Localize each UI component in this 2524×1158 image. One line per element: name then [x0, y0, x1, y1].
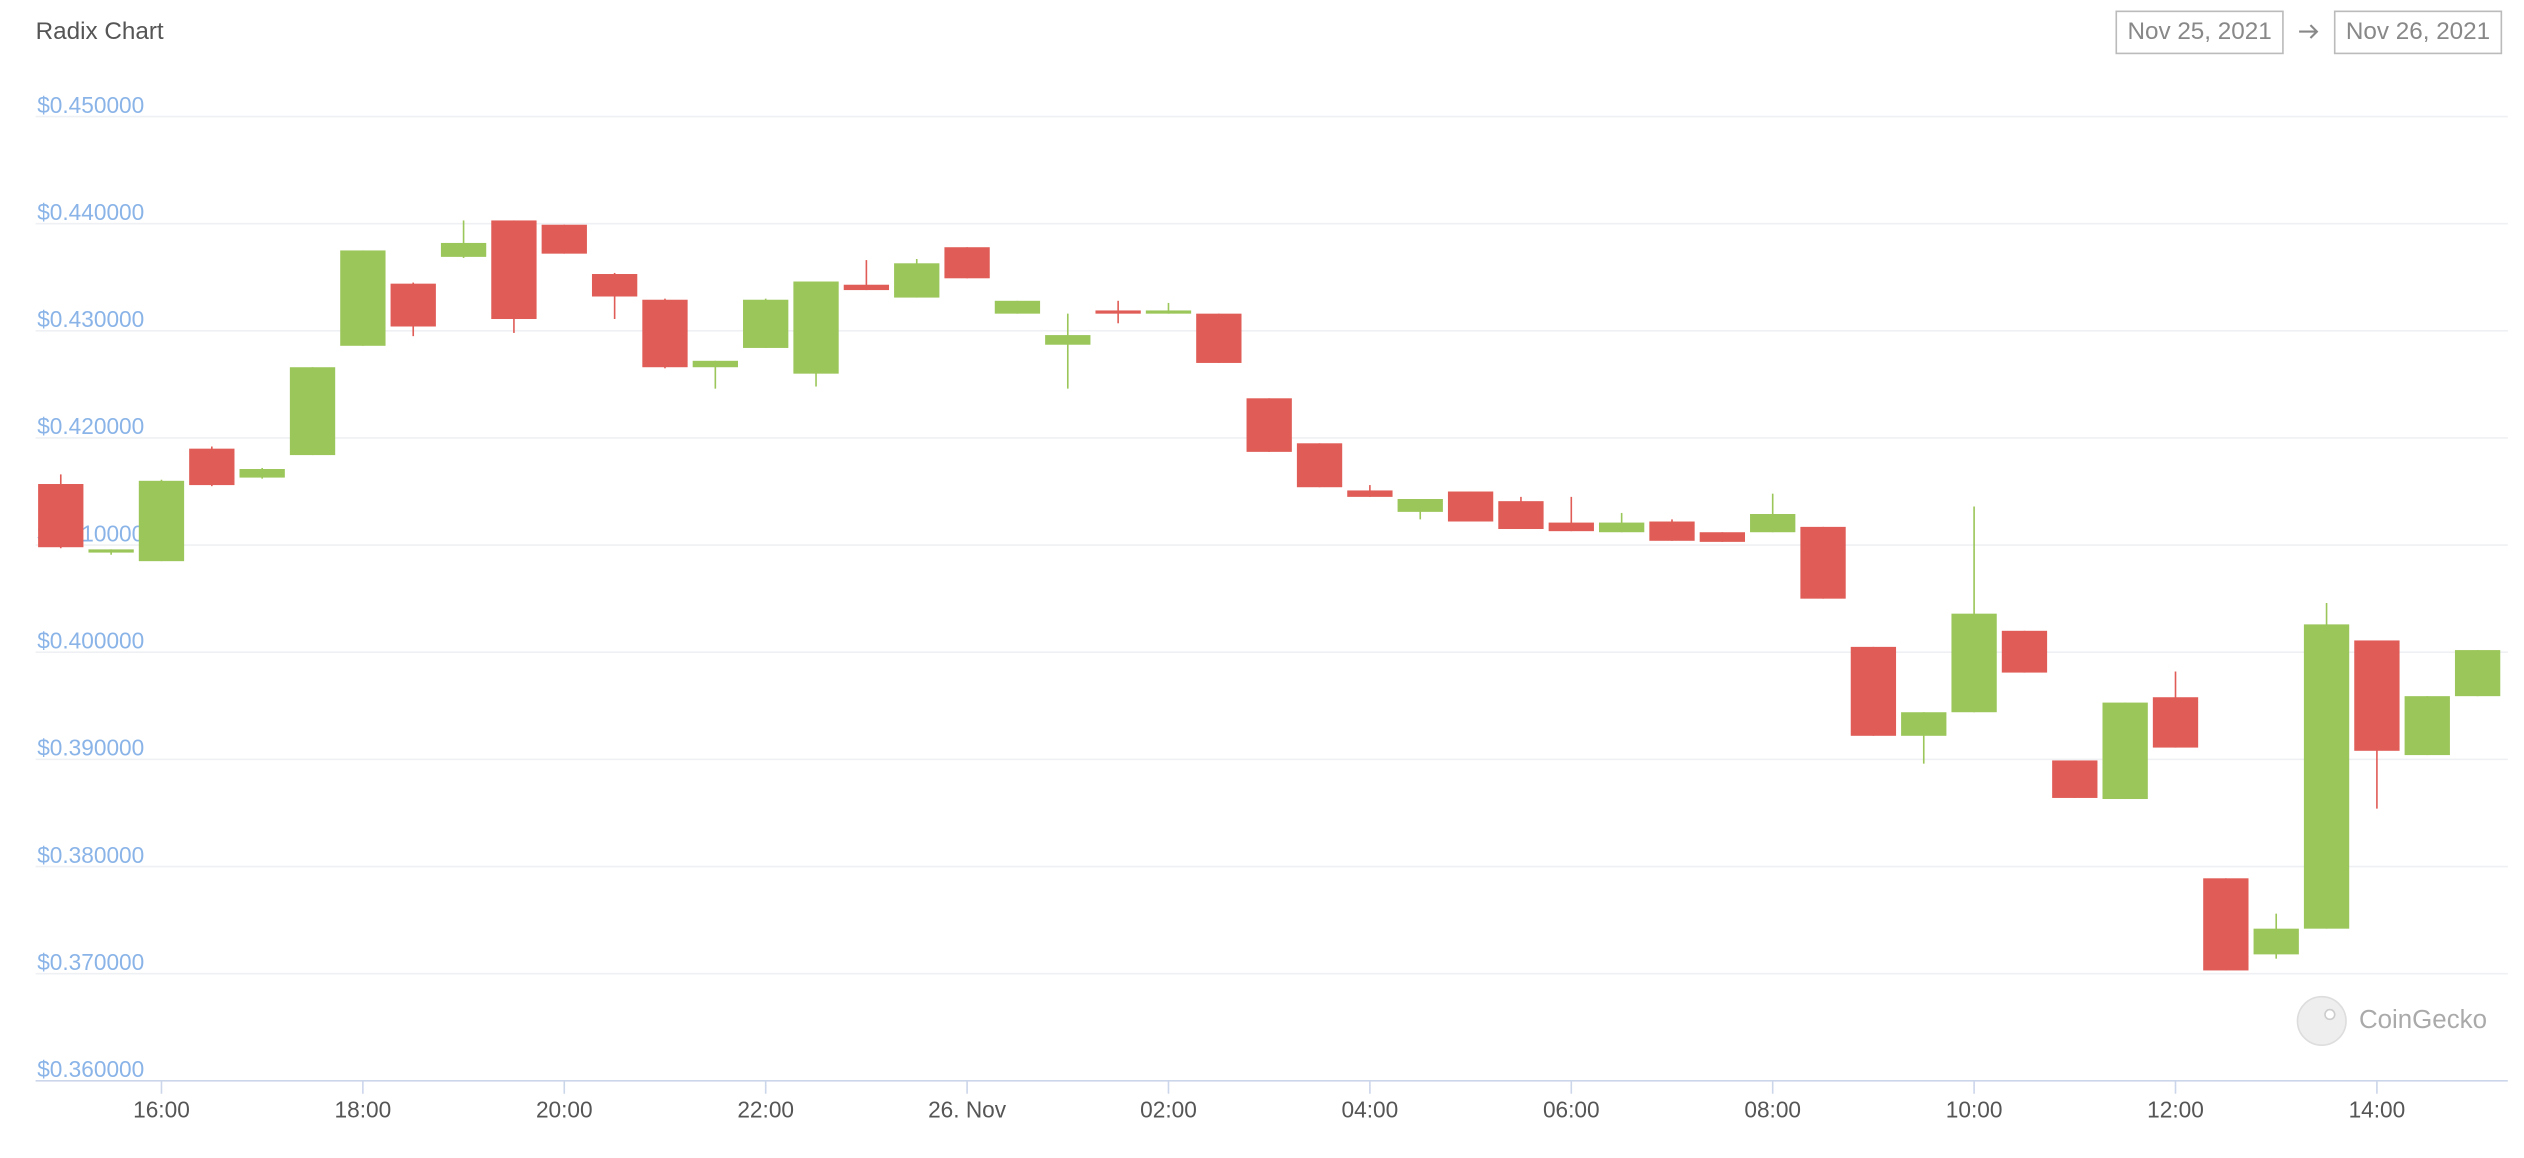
x-tick-label: 02:00 — [1140, 1097, 1197, 1123]
y-tick-label: $0.360000 — [37, 1056, 144, 1082]
candle-body — [2354, 640, 2400, 751]
date-to-box[interactable] — [2333, 10, 2503, 55]
x-tick-label: 20:00 — [536, 1097, 593, 1123]
candle-body — [793, 281, 839, 374]
candle-body — [38, 484, 84, 548]
x-tick-label: 18:00 — [335, 1097, 392, 1123]
y-tick-label: $0.400000 — [37, 628, 144, 654]
chart-title: Radix Chart — [36, 18, 164, 45]
x-tick-label: 04:00 — [1342, 1097, 1399, 1123]
candle-body — [2203, 878, 2249, 971]
candle-body — [2052, 760, 2098, 798]
date-to[interactable]: Nov 26, 2021 — [2346, 18, 2490, 45]
x-tick-label: 14:00 — [2349, 1097, 2406, 1123]
candle-body — [340, 250, 386, 346]
candle-body — [541, 224, 587, 254]
candle-body — [994, 300, 1041, 314]
candle-body — [1901, 712, 1947, 736]
candle-body — [2001, 630, 2048, 673]
candle-body — [1447, 491, 1494, 522]
candle-body — [1598, 522, 1645, 533]
candle-body — [843, 284, 890, 291]
x-tick-label: 16:00 — [133, 1097, 190, 1123]
candle-body — [189, 448, 235, 486]
candle-body — [1649, 521, 1695, 541]
y-tick-label: $0.370000 — [37, 949, 144, 975]
candle-body — [692, 360, 738, 368]
candle-body — [1548, 522, 1594, 532]
candle-body — [1750, 514, 1796, 533]
watermark-text: CoinGecko — [2359, 1006, 2487, 1034]
date-arrow — [2299, 24, 2319, 39]
candle-body — [2454, 650, 2501, 697]
y-tick-label: $0.440000 — [37, 199, 144, 225]
candle-body — [289, 367, 336, 456]
y-tick-label: $0.430000 — [37, 306, 144, 332]
y-tick-label: $0.380000 — [37, 842, 144, 868]
candle-body — [642, 299, 688, 368]
y-tick-label: $0.390000 — [37, 735, 144, 761]
candle-body — [894, 263, 940, 298]
candle-body — [1296, 443, 1343, 488]
x-tick-label: 26. Nov — [928, 1097, 1007, 1123]
candle-body — [1498, 501, 1544, 530]
candle-body — [1347, 490, 1393, 497]
candle-body — [591, 274, 638, 297]
y-tick-label: $0.450000 — [37, 92, 144, 118]
candle-body — [1850, 646, 1897, 736]
x-tick-label: 08:00 — [1744, 1097, 1801, 1123]
x-tick-label: 22:00 — [737, 1097, 794, 1123]
candle-body — [1196, 313, 1242, 363]
watermark: CoinGecko — [2296, 995, 2487, 1047]
candle-body — [491, 220, 537, 320]
candle-body — [1699, 532, 1746, 542]
candle-body — [390, 283, 436, 327]
candle-body — [440, 242, 487, 257]
x-tick-label: 10:00 — [1946, 1097, 2003, 1123]
candle-body — [1397, 499, 1443, 512]
candle-body — [2102, 702, 2148, 800]
candle-body — [138, 480, 185, 562]
candle-body — [239, 469, 285, 478]
candle-body — [743, 299, 789, 348]
candle-body — [1095, 310, 1141, 314]
candle-body — [1045, 335, 1091, 345]
candle-body — [1951, 613, 1997, 713]
x-tick-label: 06:00 — [1543, 1097, 1600, 1123]
candle-body — [944, 247, 990, 279]
y-tick-label: $0.420000 — [37, 413, 144, 439]
candle-body — [1145, 310, 1192, 314]
candle-body — [2303, 624, 2350, 929]
date-from[interactable]: Nov 25, 2021 — [2127, 18, 2271, 45]
candle-body — [2404, 696, 2450, 756]
candle-body — [88, 549, 134, 553]
candle-body — [2253, 928, 2299, 955]
x-tick-label: 12:00 — [2147, 1097, 2204, 1123]
candle-body — [2152, 697, 2199, 748]
candle-body — [1800, 526, 1846, 599]
date-from-box[interactable] — [2115, 10, 2284, 55]
candle-body — [1246, 398, 1292, 452]
